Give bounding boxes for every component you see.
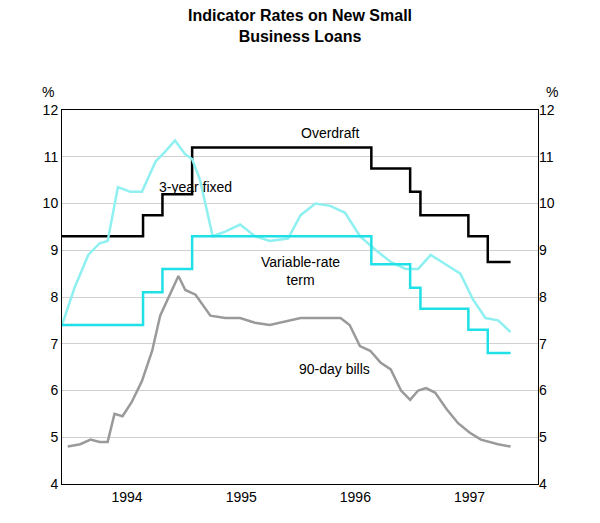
svg-text:5: 5 <box>50 429 58 445</box>
svg-text:11: 11 <box>44 149 59 165</box>
svg-text:8: 8 <box>50 289 58 305</box>
svg-text:6: 6 <box>50 382 58 398</box>
svg-text:12: 12 <box>43 102 59 118</box>
svg-text:4: 4 <box>539 476 547 492</box>
svg-text:90-day bills: 90-day bills <box>299 361 370 377</box>
svg-text:12: 12 <box>539 102 555 118</box>
svg-text:Overdraft: Overdraft <box>301 125 359 141</box>
svg-text:9: 9 <box>539 242 547 258</box>
svg-text:10: 10 <box>43 195 59 211</box>
svg-text:Variable-rateterm: Variable-rateterm <box>261 254 340 288</box>
svg-text:5: 5 <box>539 429 547 445</box>
svg-text:1997: 1997 <box>454 489 485 505</box>
svg-text:1996: 1996 <box>340 489 371 505</box>
svg-text:7: 7 <box>539 336 547 352</box>
svg-text:%: % <box>42 84 54 100</box>
svg-text:1994: 1994 <box>111 489 142 505</box>
svg-text:11: 11 <box>539 149 554 165</box>
svg-text:6: 6 <box>539 382 547 398</box>
svg-text:7: 7 <box>50 336 58 352</box>
svg-text:%: % <box>546 84 558 100</box>
svg-text:8: 8 <box>539 289 547 305</box>
svg-text:10: 10 <box>539 195 555 211</box>
svg-text:Indicator Rates on New SmallBu: Indicator Rates on New SmallBusiness Loa… <box>188 7 412 45</box>
svg-text:9: 9 <box>50 242 58 258</box>
svg-text:1995: 1995 <box>226 489 257 505</box>
svg-text:3-year fixed: 3-year fixed <box>159 179 232 195</box>
svg-text:4: 4 <box>50 476 58 492</box>
